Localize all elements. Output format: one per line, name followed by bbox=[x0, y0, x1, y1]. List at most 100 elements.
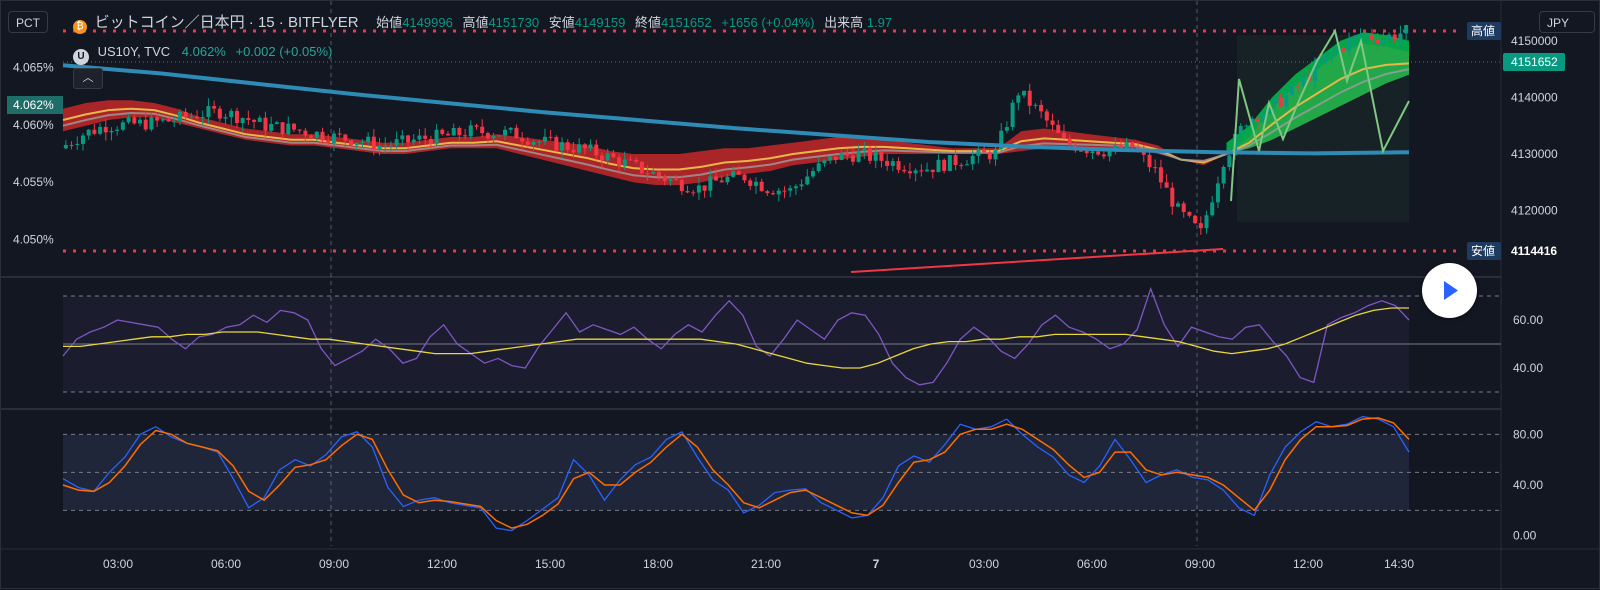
candle-body bbox=[63, 144, 68, 149]
candle-body bbox=[1375, 39, 1380, 44]
time-axis-label: 03:00 bbox=[969, 557, 999, 571]
us10y-line bbox=[62, 63, 1410, 156]
compare-symbol-name[interactable]: US10Y, TVC bbox=[97, 44, 171, 59]
candle-body bbox=[1107, 150, 1112, 157]
percent-scale-button[interactable]: PCT bbox=[8, 11, 48, 33]
candle-body bbox=[155, 117, 160, 121]
candle-body bbox=[828, 156, 833, 161]
candle-body bbox=[120, 122, 125, 130]
candle-body bbox=[377, 145, 382, 150]
candle-body bbox=[896, 161, 901, 170]
candle-body bbox=[1050, 120, 1055, 125]
candle-body bbox=[474, 125, 479, 127]
candle-body bbox=[195, 116, 200, 119]
candle-body bbox=[902, 169, 907, 172]
candle-body bbox=[862, 148, 867, 152]
candle-body bbox=[617, 157, 622, 167]
candle-body bbox=[1056, 124, 1061, 133]
candle-body bbox=[394, 139, 399, 146]
trend-line bbox=[850, 248, 1224, 273]
rsi-line bbox=[62, 286, 1410, 386]
candle-body bbox=[411, 139, 416, 143]
price-axis-label: 4120000 bbox=[1511, 204, 1558, 218]
candle-body bbox=[326, 140, 331, 144]
candle-body bbox=[1101, 154, 1106, 157]
close-value: 4151652 bbox=[660, 15, 712, 30]
open-value: 4149996 bbox=[402, 15, 453, 30]
candle-body bbox=[445, 133, 450, 136]
candle-body bbox=[645, 173, 650, 175]
stoch-axis-label: 0.00 bbox=[1513, 529, 1537, 543]
candle-body bbox=[160, 119, 165, 121]
candle-body bbox=[571, 149, 576, 153]
collapse-legend-button[interactable]: ︿ bbox=[73, 68, 103, 89]
candle-body bbox=[246, 118, 251, 120]
high-line-label: 高値 bbox=[1471, 23, 1495, 38]
replay-play-button[interactable] bbox=[1422, 263, 1477, 318]
time-axis-label: 12:00 bbox=[1293, 557, 1323, 571]
candle-body bbox=[331, 133, 336, 144]
candle-body bbox=[1364, 34, 1369, 36]
candle-body bbox=[560, 142, 565, 151]
stoch-axis-label: 80.00 bbox=[1513, 427, 1543, 441]
candle-body bbox=[1341, 48, 1346, 52]
candle-body bbox=[605, 153, 610, 161]
time-axis-label: 15:00 bbox=[535, 557, 565, 571]
candle-body bbox=[1392, 34, 1397, 40]
candle-body bbox=[742, 174, 747, 181]
compare-value: 4.062% bbox=[181, 44, 226, 59]
time-axis-label: 7 bbox=[873, 557, 880, 571]
candle-body bbox=[588, 144, 593, 149]
candle-body bbox=[320, 131, 325, 141]
candle-body bbox=[565, 142, 570, 150]
candle-body bbox=[354, 142, 359, 146]
candle-body bbox=[520, 138, 525, 142]
bitcoin-icon: ₿ bbox=[73, 20, 87, 34]
candle-body bbox=[309, 135, 314, 138]
candle-body bbox=[582, 144, 587, 149]
candle-body bbox=[149, 117, 154, 130]
low-price-tag-bg bbox=[1506, 242, 1564, 260]
compare-change: +0.002 (+0.05%) bbox=[235, 44, 333, 59]
candle-body bbox=[1016, 95, 1021, 103]
candle-body bbox=[679, 179, 684, 192]
time-axis-label: 21:00 bbox=[751, 557, 781, 571]
candle-body bbox=[1176, 203, 1181, 207]
candle-body bbox=[691, 192, 696, 194]
symbol-title[interactable]: ビットコイン／日本円 · 15 · BITFLYER bbox=[94, 14, 359, 31]
candle-body bbox=[639, 161, 644, 174]
candle-body bbox=[759, 181, 764, 192]
low-line-label: 安値 bbox=[1471, 243, 1495, 258]
candle-body bbox=[708, 176, 713, 191]
candle-body bbox=[993, 149, 998, 160]
candle-body bbox=[1330, 53, 1335, 56]
candle-body bbox=[314, 131, 319, 138]
candle-body bbox=[137, 119, 142, 124]
high-value: 4151730 bbox=[488, 15, 540, 30]
candle-body bbox=[1193, 215, 1198, 224]
candle-body bbox=[525, 141, 530, 145]
time-axis-label: 06:00 bbox=[211, 557, 241, 571]
candle-body bbox=[1141, 151, 1146, 155]
candle-body bbox=[930, 169, 935, 173]
candle-body bbox=[514, 127, 519, 139]
candle-body bbox=[822, 160, 827, 164]
candle-body bbox=[1022, 90, 1027, 96]
candle-body bbox=[890, 161, 895, 166]
high-low-tag bbox=[1467, 242, 1501, 260]
candle-body bbox=[1238, 126, 1243, 134]
candle-body bbox=[765, 191, 770, 194]
candle-body bbox=[200, 117, 205, 119]
candle-body bbox=[75, 143, 80, 146]
time-axis-label: 09:00 bbox=[319, 557, 349, 571]
candle-body bbox=[417, 135, 422, 140]
candle-body bbox=[1352, 35, 1357, 40]
candle-body bbox=[1010, 102, 1015, 128]
candle-body bbox=[548, 136, 553, 138]
candle-body bbox=[280, 122, 285, 134]
candle-body bbox=[388, 145, 393, 147]
currency-button[interactable]: JPY bbox=[1539, 11, 1595, 33]
candle-body bbox=[537, 141, 542, 143]
candle-body bbox=[714, 176, 719, 181]
